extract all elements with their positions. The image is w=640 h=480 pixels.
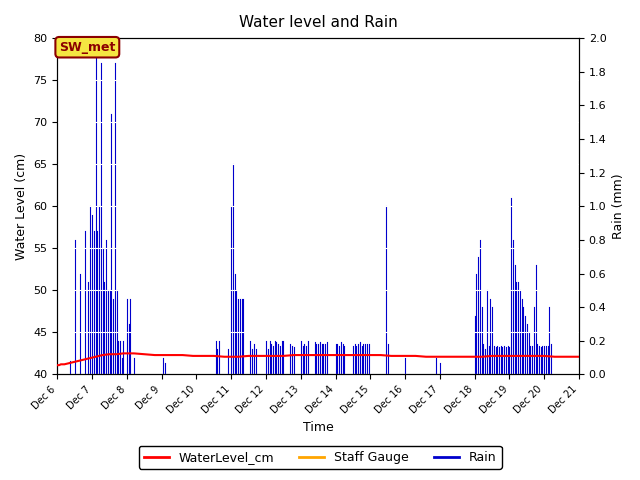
Y-axis label: Water Level (cm): Water Level (cm) (15, 153, 28, 260)
X-axis label: Time: Time (303, 421, 333, 434)
Legend: WaterLevel_cm, Staff Gauge, Rain: WaterLevel_cm, Staff Gauge, Rain (138, 446, 502, 469)
Title: Water level and Rain: Water level and Rain (239, 15, 397, 30)
Text: SW_met: SW_met (59, 41, 115, 54)
Y-axis label: Rain (mm): Rain (mm) (612, 173, 625, 239)
